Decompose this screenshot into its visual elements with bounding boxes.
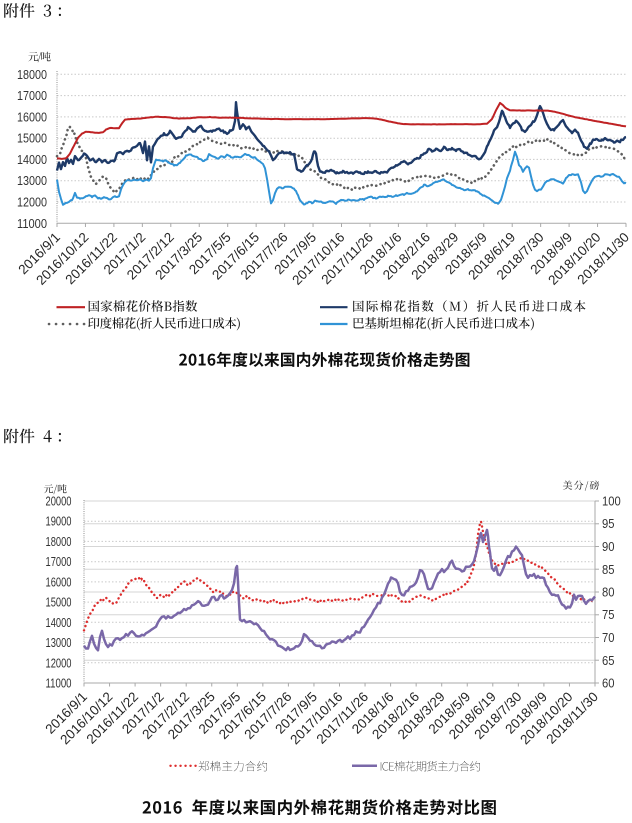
svg-text:15000: 15000	[46, 595, 72, 610]
svg-text:18000: 18000	[17, 67, 47, 82]
svg-text:20000: 20000	[46, 494, 72, 509]
svg-text:75: 75	[602, 607, 615, 622]
svg-text:12000: 12000	[17, 195, 47, 210]
svg-text:13000: 13000	[17, 173, 47, 188]
svg-text:16000: 16000	[17, 109, 47, 124]
svg-text:15000: 15000	[17, 131, 47, 146]
svg-text:60: 60	[602, 676, 615, 691]
svg-text:95: 95	[602, 516, 615, 531]
svg-text:17000: 17000	[46, 554, 72, 569]
svg-text:65: 65	[602, 653, 615, 668]
svg-text:11000: 11000	[17, 216, 47, 231]
svg-text:14000: 14000	[46, 615, 72, 630]
svg-text:13000: 13000	[46, 635, 72, 650]
svg-text:80: 80	[602, 585, 615, 600]
svg-text:14000: 14000	[17, 152, 47, 167]
svg-text:100: 100	[602, 494, 621, 509]
svg-text:18000: 18000	[46, 534, 72, 549]
svg-text:19000: 19000	[46, 514, 72, 529]
svg-text:70: 70	[602, 630, 615, 645]
svg-text:12000: 12000	[46, 655, 72, 670]
svg-text:11000: 11000	[46, 676, 72, 691]
svg-text:90: 90	[602, 539, 615, 554]
svg-text:85: 85	[602, 562, 615, 577]
svg-text:16000: 16000	[46, 574, 72, 589]
svg-text:17000: 17000	[17, 88, 47, 103]
